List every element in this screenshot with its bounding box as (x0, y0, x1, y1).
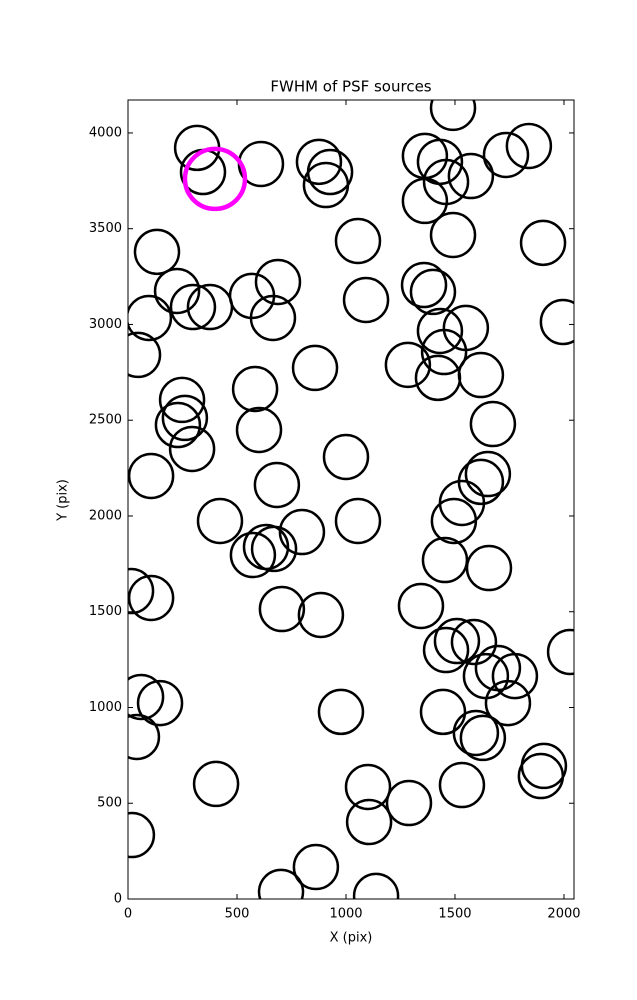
source-circle (401, 177, 449, 225)
source-circle (519, 219, 567, 267)
y-tick-label: 3500 (89, 221, 122, 236)
source-circle (128, 673, 165, 721)
source-circle (491, 652, 539, 700)
source-circle (517, 752, 565, 800)
source-circle (317, 688, 365, 736)
source-circle (334, 217, 382, 265)
y-tick-label: 2000 (89, 508, 122, 523)
source-circle (429, 100, 477, 132)
source-circle (249, 294, 297, 342)
source-circle (465, 544, 513, 592)
x-tick-label: 2000 (547, 907, 580, 922)
source-circle (128, 452, 175, 500)
source-circle (457, 351, 505, 399)
source-circle (419, 688, 467, 736)
source-circle (136, 679, 184, 727)
source-circle (420, 328, 468, 376)
x-tick-label: 500 (225, 907, 250, 922)
source-circle (231, 365, 279, 413)
source-circle (128, 713, 161, 761)
source-circle (416, 307, 464, 355)
source-circle (482, 131, 530, 179)
source-circle (128, 574, 175, 622)
source-circle (464, 450, 512, 498)
source-circle (192, 760, 240, 808)
source-circle (400, 261, 448, 309)
source-circle (345, 798, 393, 846)
source-circle (133, 228, 181, 276)
source-circle (254, 258, 302, 306)
y-tick-label: 3000 (89, 317, 122, 332)
source-circle (250, 525, 298, 573)
source-circle (128, 811, 156, 859)
y-tick-label: 4000 (89, 125, 122, 140)
source-circle (421, 536, 469, 584)
source-circle (433, 617, 481, 665)
source-circle (409, 268, 457, 316)
source-circle (438, 761, 486, 809)
source-circle (292, 843, 340, 891)
source-circle (257, 868, 305, 899)
source-circle (469, 400, 517, 448)
source-circle (168, 425, 216, 473)
y-tick-label: 1000 (89, 700, 122, 715)
y-tick-label: 0 (114, 892, 122, 907)
source-circle (422, 626, 470, 674)
source-circle (158, 376, 206, 424)
plot-area (128, 100, 574, 899)
source-circle (385, 779, 433, 827)
source-circle (459, 714, 507, 762)
source-circle (128, 331, 162, 379)
source-circle (242, 523, 290, 571)
x-tick-label: 1500 (438, 907, 471, 922)
source-circle (153, 267, 201, 315)
y-axis-label: Y (pix) (56, 479, 71, 522)
source-circle (295, 138, 343, 186)
source-circle (196, 497, 244, 545)
source-circle (169, 283, 217, 331)
source-circle (302, 161, 350, 209)
source-circle (306, 148, 354, 196)
source-circle (253, 461, 301, 509)
source-circle (442, 304, 490, 352)
axes-frame (127, 99, 575, 900)
source-circle (229, 531, 277, 579)
source-circle (414, 354, 462, 402)
y-tick-label: 500 (97, 796, 122, 811)
source-circle (452, 709, 500, 757)
source-circle (384, 341, 432, 389)
chart-title: FWHM of PSF sources (270, 78, 431, 96)
source-circle (429, 211, 477, 259)
highlight-circle (182, 146, 248, 212)
source-circle (258, 585, 306, 633)
y-tick-label: 2500 (89, 413, 122, 428)
source-circle (235, 406, 283, 454)
source-circle (342, 276, 390, 324)
source-circle (450, 618, 498, 666)
source-circle (344, 763, 392, 811)
source-circle (334, 497, 382, 545)
source-circle (154, 401, 202, 449)
source-circle (546, 628, 574, 676)
y-tick-label: 1500 (89, 604, 122, 619)
source-circle (128, 294, 173, 342)
source-circle (539, 298, 574, 346)
source-circle (297, 591, 345, 639)
x-tick-label: 1000 (329, 907, 362, 922)
x-axis-label: X (pix) (330, 931, 373, 946)
source-circle (128, 567, 155, 615)
source-circle (278, 508, 326, 556)
source-circle (291, 344, 339, 392)
x-tick-label: 0 (124, 907, 132, 922)
source-circle (161, 394, 209, 442)
source-circle (352, 872, 400, 899)
source-circle (484, 679, 532, 727)
source-circle (397, 582, 445, 630)
source-circle (505, 122, 553, 170)
source-circle (322, 433, 370, 481)
source-circle (430, 497, 478, 545)
source-circle (447, 152, 495, 200)
